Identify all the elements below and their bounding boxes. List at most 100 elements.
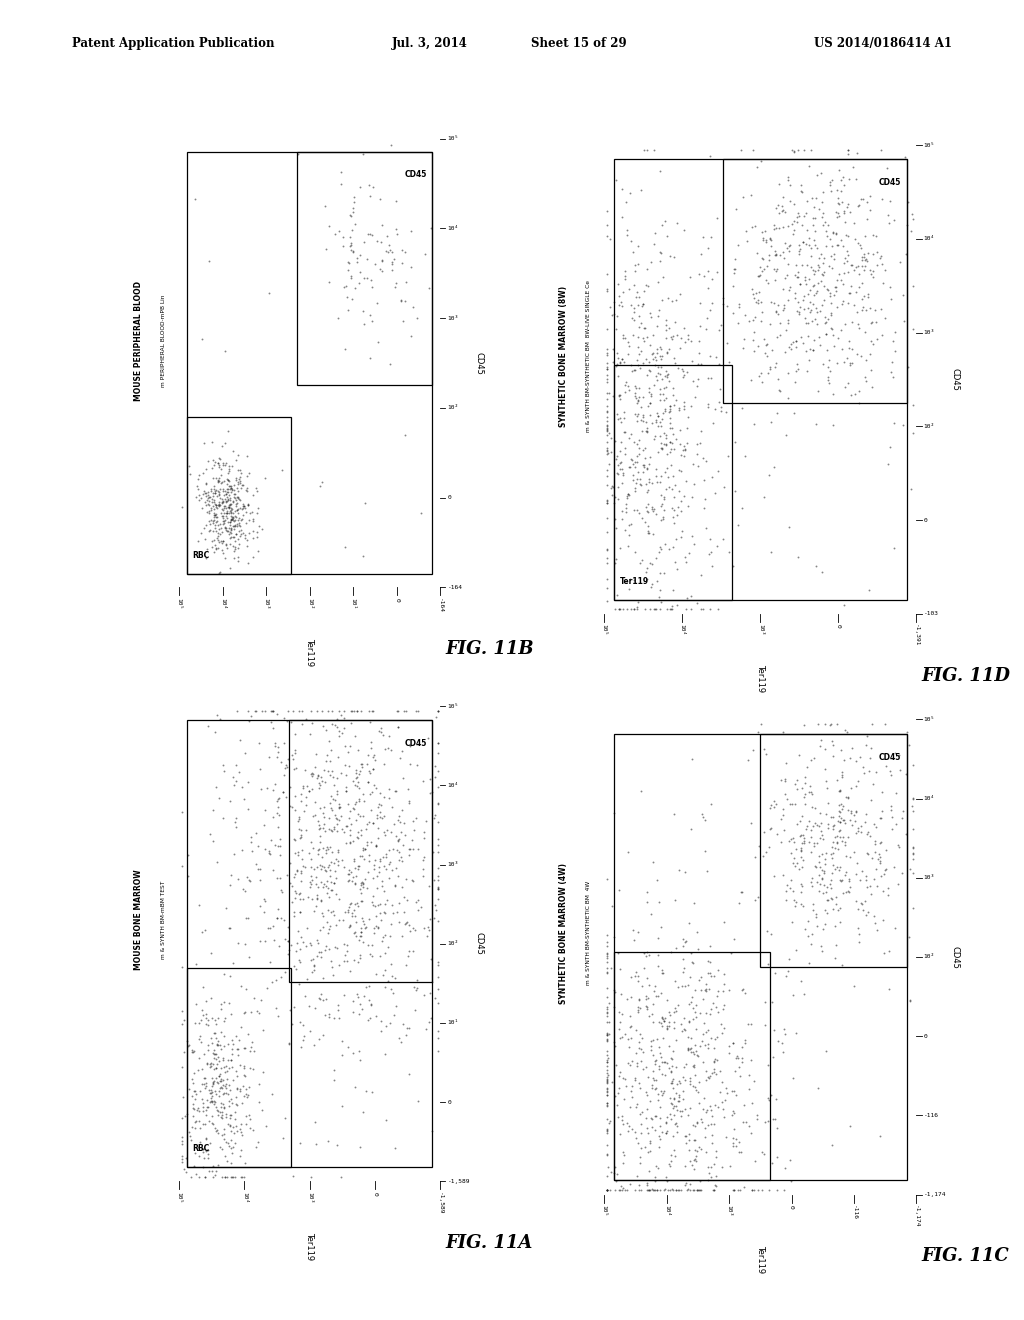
Point [617, 502, 634, 523]
Point [873, 298, 890, 319]
Point [793, 181, 809, 202]
Point [645, 994, 662, 1015]
Point [611, 1061, 628, 1082]
Point [218, 469, 234, 490]
Point [683, 598, 699, 619]
Point [842, 201, 858, 222]
Point [285, 1166, 301, 1187]
Point [225, 503, 242, 524]
Point [692, 966, 709, 987]
Point [656, 1007, 673, 1028]
Point [292, 952, 308, 973]
Point [607, 1055, 624, 1076]
Point [204, 1081, 220, 1102]
Point [603, 1162, 620, 1183]
Point [835, 796, 851, 817]
Point [644, 1067, 660, 1088]
Point [388, 781, 404, 803]
Point [631, 1038, 647, 1059]
Point [657, 314, 674, 335]
Point [224, 499, 241, 520]
Point [211, 483, 227, 504]
Point [755, 228, 771, 249]
Point [686, 1065, 702, 1086]
Point [211, 709, 227, 730]
Point [651, 346, 668, 367]
Point [222, 517, 239, 539]
Point [205, 1113, 221, 1134]
Point [676, 486, 692, 507]
Point [358, 813, 375, 834]
Point [314, 990, 331, 1011]
Point [599, 578, 615, 599]
Point [743, 1122, 760, 1143]
Point [676, 957, 692, 978]
Point [325, 900, 341, 921]
Point [818, 842, 835, 863]
Point [802, 338, 818, 359]
Point [766, 219, 782, 240]
Point [667, 1089, 683, 1110]
Point [665, 598, 681, 619]
Point [344, 870, 360, 891]
Point [200, 715, 216, 737]
Point [763, 817, 779, 838]
Point [804, 310, 820, 331]
Point [222, 865, 239, 886]
Point [730, 1131, 746, 1152]
Point [384, 259, 400, 280]
Point [612, 1175, 629, 1196]
Point [283, 711, 299, 733]
Point [206, 475, 222, 496]
Point [850, 255, 866, 276]
Point [836, 595, 852, 616]
Point [204, 1105, 220, 1126]
Point [814, 203, 830, 224]
Point [229, 1121, 246, 1142]
Point [347, 925, 364, 946]
Point [702, 1096, 719, 1117]
Point [654, 960, 671, 981]
Point [250, 498, 266, 519]
Point [193, 1008, 209, 1030]
Point [712, 1081, 728, 1102]
Point [350, 739, 367, 760]
Point [190, 1097, 207, 1118]
Point [599, 345, 615, 366]
Point [609, 404, 626, 425]
Point [176, 1041, 193, 1063]
Point [303, 961, 319, 982]
Point [613, 348, 630, 370]
Point [647, 1069, 664, 1090]
Point [699, 238, 716, 259]
Point [308, 1134, 325, 1155]
Point [846, 841, 862, 862]
Point [232, 510, 249, 531]
Point [392, 289, 409, 310]
Point [676, 399, 692, 420]
Point [826, 276, 843, 297]
Point [647, 366, 664, 387]
Point [358, 832, 375, 853]
Point [234, 504, 251, 525]
Point [814, 252, 830, 273]
Point [622, 1096, 638, 1117]
Point [631, 387, 647, 408]
Point [634, 975, 650, 997]
Point [359, 771, 376, 792]
Point [634, 549, 650, 570]
Point [368, 836, 384, 857]
Point [213, 1097, 229, 1118]
Point [758, 842, 774, 863]
Point [266, 929, 283, 950]
Point [272, 829, 289, 850]
Point [276, 929, 293, 950]
Point [211, 447, 227, 469]
Point [197, 433, 213, 454]
Point [190, 895, 207, 916]
Point [616, 375, 633, 396]
Point [688, 1146, 705, 1167]
Point [284, 892, 300, 913]
Point [599, 215, 615, 236]
Point [831, 857, 848, 878]
